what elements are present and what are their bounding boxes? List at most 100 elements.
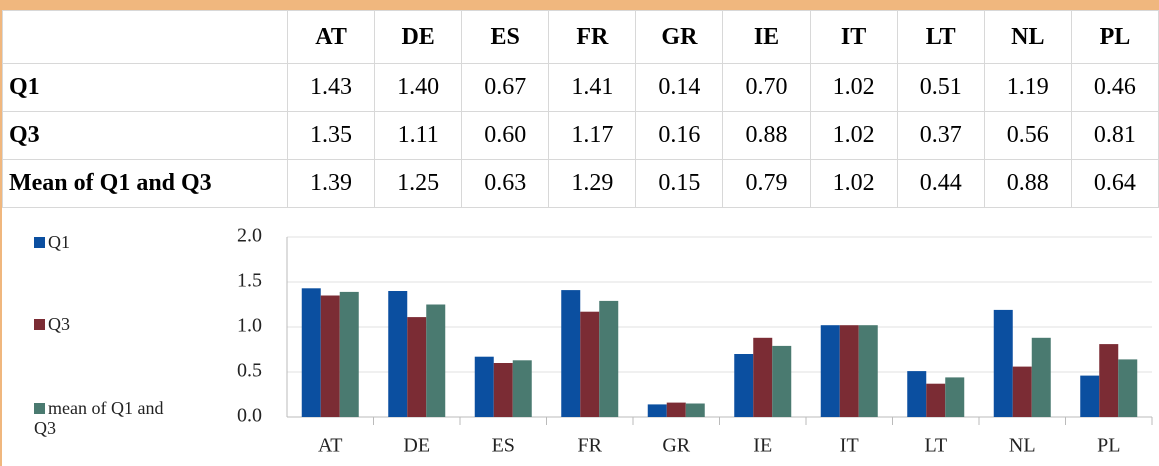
x-tick-label: LT [924, 435, 947, 457]
row-label: Q1 [2, 63, 288, 112]
bar [839, 325, 859, 417]
cell: 0.70 [722, 63, 811, 112]
x-tick-label: FR [578, 435, 603, 457]
y-tick-label: 1.5 [237, 270, 262, 292]
bar [474, 356, 494, 417]
x-tick-label: PL [1097, 435, 1120, 457]
bar [647, 404, 667, 417]
legend-entry: mean of Q1 and Q3 [34, 398, 169, 438]
cell: 0.79 [722, 159, 811, 208]
x-tick-label: DE [403, 435, 430, 457]
legend-swatch [34, 237, 45, 248]
column-header: DE [374, 10, 463, 64]
chart: 0.0 0.5 1.0 1.5 2.0 AT DE ES FR GR IE IT LT NL PL [237, 225, 1153, 457]
data-table: AT DE ES FR GR IE IT LT NL PL Q1 1.43 1.40 0.67 1.41 0.… [2, 10, 1159, 208]
bar [1099, 344, 1119, 417]
cell: 0.44 [896, 159, 985, 208]
bar [426, 304, 446, 417]
cell: 0.56 [983, 111, 1072, 160]
bar [580, 311, 600, 417]
cell: 0.16 [635, 111, 724, 160]
x-tick-label: IT [840, 435, 859, 457]
cell: 0.37 [896, 111, 985, 160]
bar [301, 288, 321, 417]
cell: 0.60 [461, 111, 550, 160]
cell: 0.51 [896, 63, 985, 112]
y-tick-label: 0.0 [237, 405, 262, 427]
cell: 0.14 [635, 63, 724, 112]
cell: 1.43 [286, 63, 376, 112]
cell: 1.02 [809, 159, 898, 208]
row-label: Mean of Q1 and Q3 [2, 159, 288, 208]
x-tick-label: NL [1009, 435, 1036, 457]
legend-swatch [34, 403, 45, 414]
column-header: PL [1070, 10, 1159, 64]
column-header: IT [809, 10, 898, 64]
cell: 0.46 [1070, 63, 1159, 112]
cell: 1.41 [548, 63, 637, 112]
bar [858, 325, 878, 417]
column-header: AT [286, 10, 376, 64]
column-header: ES [461, 10, 550, 64]
bar [561, 290, 581, 417]
data-row: Q3 1.35 1.11 0.60 1.17 0.16 0.88 1.02 0.37 0.56 0.… [2, 111, 1159, 160]
x-tick-label: ES [492, 435, 515, 457]
row-label: Q3 [2, 111, 288, 160]
bar [945, 377, 965, 417]
legend-label: Q1 [48, 232, 70, 252]
bar [1031, 337, 1051, 417]
bar [1012, 366, 1032, 417]
legend-swatch [34, 319, 45, 330]
cell: 1.35 [286, 111, 376, 160]
x-tick-label: GR [662, 435, 690, 457]
bar [493, 363, 513, 417]
data-row: Q1 1.43 1.40 0.67 1.41 0.14 0.70 1.02 0.51 1.19 0.… [2, 63, 1159, 112]
cell: 1.02 [809, 111, 898, 160]
bar [685, 403, 705, 417]
cell: 0.63 [461, 159, 550, 208]
column-header: LT [896, 10, 985, 64]
cell: 0.64 [1070, 159, 1159, 208]
legend-label: Q3 [48, 314, 70, 334]
corner-cell [2, 10, 288, 64]
cell: 0.88 [983, 159, 1072, 208]
y-tick-label: 2.0 [237, 225, 262, 247]
bar [753, 337, 773, 417]
legend-entry: Q3 [34, 314, 169, 334]
cell: 0.81 [1070, 111, 1159, 160]
x-tick-label: IE [753, 435, 772, 457]
column-header: IE [722, 10, 811, 64]
bar [339, 291, 359, 417]
bar [320, 295, 340, 417]
bar [666, 402, 686, 417]
cell: 1.11 [374, 111, 463, 160]
column-header: FR [548, 10, 637, 64]
bar [772, 345, 792, 417]
cell: 1.17 [548, 111, 637, 160]
header-row: AT DE ES FR GR IE IT LT NL PL [2, 10, 1159, 64]
cell: 1.25 [374, 159, 463, 208]
bar [734, 354, 754, 417]
legend-label: mean of Q1 and Q3 [34, 398, 164, 438]
bar [1118, 359, 1138, 417]
bar [407, 317, 427, 417]
data-row: Mean of Q1 and Q3 1.39 1.25 0.63 1.29 0.15 0.7… [2, 159, 1159, 208]
bar [926, 383, 946, 417]
cell: 0.67 [461, 63, 550, 112]
x-tick-label: AT [318, 435, 342, 457]
cell: 1.02 [809, 63, 898, 112]
bar [388, 291, 408, 417]
bar [1080, 375, 1100, 417]
cell: 0.15 [635, 159, 724, 208]
cell: 0.88 [722, 111, 811, 160]
bar [993, 309, 1013, 417]
column-header: GR [635, 10, 724, 64]
bar [599, 300, 619, 417]
column-header: NL [983, 10, 1072, 64]
legend-entry: Q1 [34, 232, 169, 252]
y-tick-label: 1.0 [237, 315, 262, 337]
bar [907, 371, 927, 417]
cell: 1.19 [983, 63, 1072, 112]
cell: 1.40 [374, 63, 463, 112]
